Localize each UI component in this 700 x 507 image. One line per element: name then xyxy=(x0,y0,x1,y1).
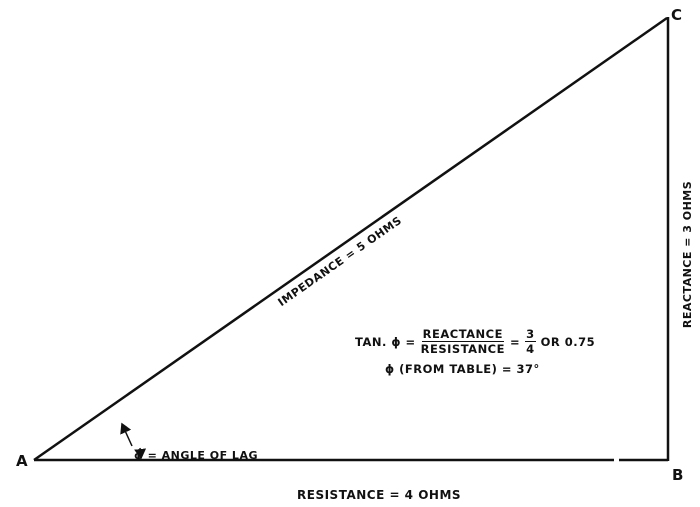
resistance-label: RESISTANCE = 4 OHMS xyxy=(297,488,462,502)
angle-arrow-down xyxy=(134,447,147,460)
ratio-denominator: 4 xyxy=(526,342,535,356)
angle-result: ϕ (FROM TABLE) = 37° xyxy=(385,362,540,376)
ratio-fraction: 3 4 xyxy=(525,327,536,356)
formula-denominator: RESISTANCE xyxy=(420,342,505,356)
formula-lhs: TAN. ϕ = xyxy=(355,334,416,349)
point-a-label: A xyxy=(16,452,28,470)
formula-tail: OR 0.75 xyxy=(540,334,596,349)
formula-numerator: REACTANCE xyxy=(421,327,504,342)
formula-eq: = xyxy=(509,334,521,349)
hypotenuse-impedance xyxy=(33,16,668,462)
reactance-label: REACTANCE = 3 OHMS xyxy=(681,180,695,329)
formula-fraction: REACTANCE RESISTANCE xyxy=(421,327,505,356)
point-b-label: B xyxy=(672,466,684,484)
point-c-label: C xyxy=(671,6,683,24)
angle-of-lag-label: ϕ = ANGLE OF LAG xyxy=(134,449,258,462)
angle-arrow-up xyxy=(120,422,133,447)
tangent-formula: TAN. ϕ = REACTANCE RESISTANCE = 3 4 OR 0… xyxy=(355,327,595,356)
ratio-numerator: 3 xyxy=(525,327,536,342)
